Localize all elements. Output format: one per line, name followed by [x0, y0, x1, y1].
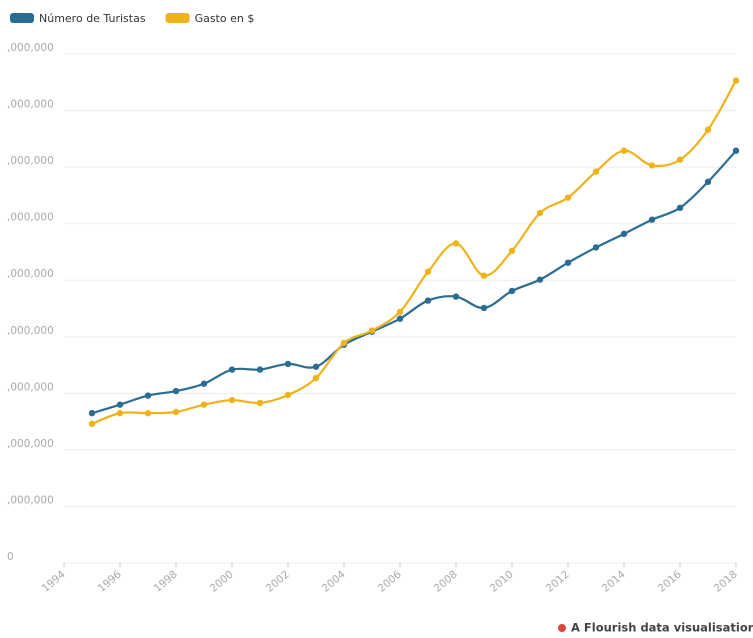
point [284, 391, 292, 399]
x-tick-label: 1994 [40, 568, 68, 595]
x-tick-label: 2014 [600, 568, 628, 595]
point [732, 77, 740, 84]
point [256, 399, 264, 407]
x-tick-label: 2018 [712, 568, 740, 594]
point [452, 240, 460, 247]
legend-label: Número de Turistas [39, 12, 146, 25]
legend-swatch [10, 13, 34, 23]
point [144, 392, 152, 399]
y-tick-label: ,000,000 [7, 99, 54, 111]
point [116, 401, 124, 408]
point [536, 276, 544, 283]
point [648, 216, 656, 223]
point [620, 147, 628, 154]
point [116, 409, 124, 417]
flourish-icon [558, 624, 566, 632]
point [564, 194, 572, 201]
y-tick-label: ,000,000 [7, 325, 54, 337]
x-tick-label: 2006 [376, 568, 404, 595]
y-tick-label: ,000,000 [7, 155, 54, 167]
y-tick-label: ,000,000 [7, 268, 54, 280]
x-tick-label: 2008 [432, 568, 460, 594]
y-tick-label: ,000,000 [7, 381, 54, 393]
point [620, 230, 628, 238]
point [200, 401, 208, 408]
point [256, 366, 264, 373]
point [172, 408, 180, 416]
y-tick-label: ,000,000 [7, 494, 54, 506]
point [284, 360, 292, 368]
point [508, 247, 516, 255]
point [592, 244, 600, 251]
point [564, 259, 572, 266]
x-tick-label: 2012 [544, 568, 572, 594]
point [648, 162, 656, 169]
point [592, 168, 600, 175]
legend-swatch [165, 13, 190, 23]
point [480, 272, 488, 279]
point [312, 363, 320, 370]
footer: A Flourish data visualisation [571, 621, 753, 635]
x-tick-label: 2000 [208, 568, 236, 594]
line [91, 149, 737, 415]
point [228, 366, 236, 373]
x-tick-label: 2010 [488, 568, 516, 594]
point [368, 327, 376, 334]
line [91, 80, 737, 425]
point [676, 156, 684, 163]
x-tick-label: 1998 [152, 568, 180, 594]
point [676, 204, 684, 212]
y-tick-label: ,000,000 [7, 212, 54, 224]
point [144, 409, 152, 417]
point [480, 304, 488, 312]
x-tick-label: 2002 [264, 568, 292, 594]
point [424, 268, 432, 275]
point [508, 287, 516, 295]
point [424, 297, 432, 304]
point [732, 147, 740, 154]
x-tick-label: 2016 [656, 568, 684, 595]
point [704, 126, 712, 133]
x-tick-label: 1996 [96, 568, 124, 595]
point [88, 420, 96, 428]
point [396, 315, 404, 322]
point [172, 387, 180, 395]
y-tick-label: ,000,000 [7, 42, 54, 54]
point [200, 380, 208, 387]
y-tick-label: ,000,000 [7, 438, 54, 450]
legend-label: Gasto en $ [195, 12, 255, 25]
point [704, 178, 712, 186]
point [396, 308, 404, 316]
x-tick-label: 2004 [320, 568, 348, 595]
point [88, 409, 96, 417]
point [228, 396, 236, 404]
point [536, 209, 544, 217]
y-tick-label: 0 [7, 551, 14, 563]
point [312, 374, 320, 382]
point [340, 339, 348, 347]
point [452, 293, 460, 300]
